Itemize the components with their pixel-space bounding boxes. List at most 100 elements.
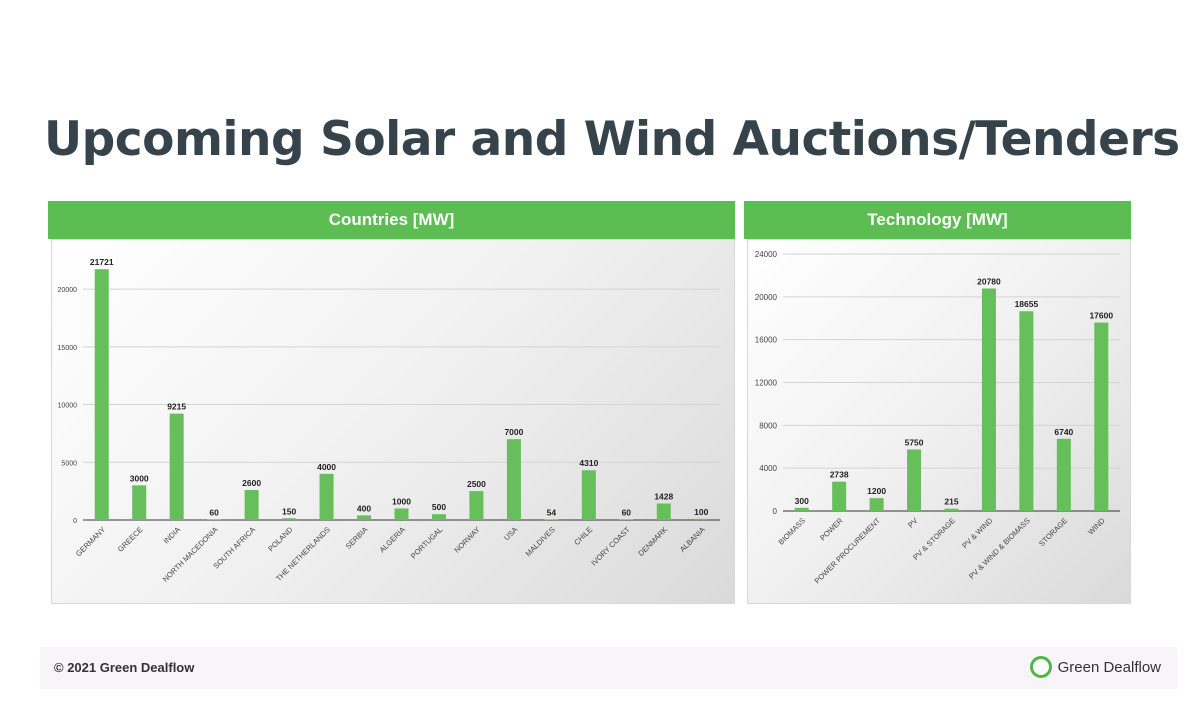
bar — [94, 269, 109, 520]
bar — [544, 519, 559, 520]
bar — [506, 439, 521, 520]
category-label: NORWAY — [452, 525, 482, 555]
bar — [694, 518, 709, 520]
bar-value-label: 1200 — [867, 486, 886, 496]
y-tick-label: 24000 — [755, 250, 778, 259]
bar-value-label: 21721 — [90, 257, 114, 267]
bar-value-label: 150 — [282, 506, 296, 516]
category-label: BIOMASS — [777, 516, 808, 547]
y-tick-label: 0 — [773, 507, 778, 516]
category-label: PV & WIND — [960, 516, 994, 550]
bar — [1056, 438, 1071, 511]
bar — [794, 507, 809, 511]
category-label: GERMANY — [74, 525, 107, 558]
bar — [581, 470, 596, 520]
bar — [832, 481, 847, 511]
bar — [619, 519, 634, 520]
bar-value-label: 1428 — [654, 492, 673, 502]
bar — [469, 491, 484, 520]
category-label: ALBANIA — [678, 525, 707, 554]
bar-value-label: 20780 — [977, 276, 1001, 286]
category-label: WIND — [1086, 516, 1107, 537]
bar-value-label: 60 — [622, 507, 632, 517]
copyright-text: © 2021 Green Dealflow — [54, 660, 195, 675]
technology-chart-area: 0 4000 8000 12000 16000 20000 24000 300 BIOMASS 2… — [747, 239, 1131, 604]
brand-logo: Green Dealflow — [1029, 656, 1161, 678]
category-label: USA — [502, 525, 519, 542]
bar — [981, 288, 996, 511]
bar-value-label: 60 — [209, 507, 219, 517]
bar — [1094, 322, 1109, 511]
y-tick-label: 5000 — [61, 460, 77, 467]
bar — [907, 449, 922, 511]
category-label: SERBIA — [344, 525, 370, 551]
slide-title: Upcoming Solar and Wind Auctions/Tenders — [44, 112, 1180, 167]
technology-chart-header: Technology [MW] — [744, 201, 1131, 239]
bar-value-label: 400 — [357, 503, 371, 513]
y-tick-label: 4000 — [759, 464, 777, 473]
bar — [319, 473, 334, 520]
bar-value-label: 6740 — [1054, 427, 1073, 437]
bar-value-label: 2738 — [830, 470, 849, 480]
logo-ring-icon — [1029, 656, 1052, 678]
category-label: INDIA — [162, 525, 183, 546]
y-tick-label: 16000 — [755, 336, 778, 345]
y-tick-label: 20000 — [755, 293, 778, 302]
bar-value-label: 7000 — [504, 427, 523, 437]
bar-value-label: 100 — [694, 507, 708, 517]
y-tick-label: 8000 — [759, 421, 777, 430]
countries-chart-header: Countries [MW] — [48, 201, 735, 239]
category-label: PORTUGAL — [409, 525, 444, 560]
bar-value-label: 3000 — [130, 473, 149, 483]
category-label: PV & WIND & BIOMASS — [967, 516, 1032, 581]
category-label: PV — [906, 516, 919, 529]
bar-value-label: 4310 — [579, 458, 598, 468]
bar-value-label: 2600 — [242, 478, 261, 488]
bar-value-label: 500 — [432, 502, 446, 512]
category-label: STORAGE — [1037, 516, 1069, 548]
bar — [869, 498, 884, 511]
bar — [1019, 311, 1034, 511]
bar — [207, 519, 222, 520]
category-label: GREECE — [116, 525, 145, 554]
bar — [656, 503, 671, 520]
countries-chart-panel: Countries [MW] 0 5000 10000 15000 20000 21721… — [48, 201, 735, 604]
category-label: DENMARK — [636, 525, 669, 558]
category-label: CHILE — [572, 525, 594, 547]
footer-bar: © 2021 Green Dealflow Green Dealflow — [40, 647, 1177, 689]
bar-value-label: 2500 — [467, 479, 486, 489]
technology-chart-panel: Technology [MW] 0 4000 8000 12000 16000 20000… — [744, 201, 1131, 604]
bar-value-label: 9215 — [167, 402, 186, 412]
bar-value-label: 17600 — [1089, 311, 1113, 321]
y-tick-label: 20000 — [58, 287, 78, 294]
technology-bar-chart: 0 4000 8000 12000 16000 20000 24000 300 BIOMASS 2… — [755, 250, 1120, 586]
bar — [282, 518, 297, 520]
y-tick-label: 15000 — [58, 345, 78, 352]
bar — [169, 413, 184, 520]
bar — [357, 515, 372, 520]
bar-value-label: 18655 — [1015, 299, 1039, 309]
bar-value-label: 300 — [795, 496, 809, 506]
bar — [431, 514, 446, 520]
bar — [244, 489, 259, 520]
bar — [394, 508, 409, 520]
category-label: POWER — [818, 516, 845, 543]
bar-value-label: 54 — [547, 507, 557, 517]
category-label: POLAND — [266, 525, 295, 554]
bar — [132, 485, 147, 520]
countries-bar-chart: 0 5000 10000 15000 20000 21721 GERMANY 3000 GREE… — [58, 257, 720, 584]
bar-value-label: 1000 — [392, 496, 411, 506]
category-label: MALDIVES — [524, 525, 557, 558]
bar-value-label: 4000 — [317, 462, 336, 472]
y-tick-label: 10000 — [58, 403, 78, 410]
y-tick-label: 12000 — [755, 379, 778, 388]
y-tick-label: 0 — [73, 518, 77, 525]
logo-text: Green Dealflow — [1057, 658, 1161, 676]
countries-chart-area: 0 5000 10000 15000 20000 21721 GERMANY 3000 GREE… — [51, 239, 735, 604]
bar-value-label: 215 — [944, 497, 958, 507]
category-label: IVORY COAST — [589, 525, 632, 568]
bar-value-label: 5750 — [905, 437, 924, 447]
bar — [944, 508, 959, 511]
category-label: ALGERIA — [378, 525, 407, 554]
category-label: POWER PROCUREMENT — [813, 516, 883, 586]
